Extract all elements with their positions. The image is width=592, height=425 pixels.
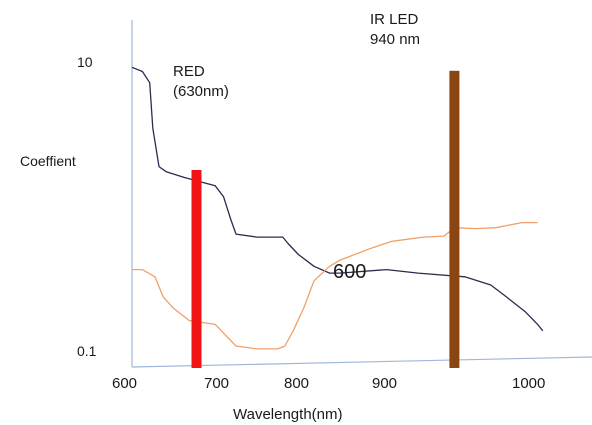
axes [131, 20, 592, 368]
series-line-1 [131, 66, 544, 332]
x-tick-label: 700 [204, 375, 229, 392]
marker-bar-1 [191, 170, 202, 368]
chart-annotation: 600 [333, 261, 366, 283]
x-tick-label: 900 [372, 375, 397, 392]
y-tick-label: 10 [77, 54, 93, 70]
labels-layer: RED (630nm) IR LED 940 nm 10 0.1 600 700 800 900 1… [20, 11, 545, 423]
marker-label-1: RED (630nm) [173, 63, 229, 100]
x-tick-label: 1000 [512, 375, 545, 392]
y-tick-label: 0.1 [77, 343, 97, 359]
marker-bar-2 [449, 70, 460, 369]
y-axis-title: Coeffient [20, 153, 76, 169]
x-axis-title: Wavelength(nm) [233, 406, 342, 423]
x-tick-label: 800 [284, 375, 309, 392]
markers-layer [191, 70, 460, 369]
marker-label-2: IR LED 940 nm [370, 11, 420, 48]
x-axis-line [131, 356, 592, 368]
x-tick-label: 600 [112, 375, 137, 392]
